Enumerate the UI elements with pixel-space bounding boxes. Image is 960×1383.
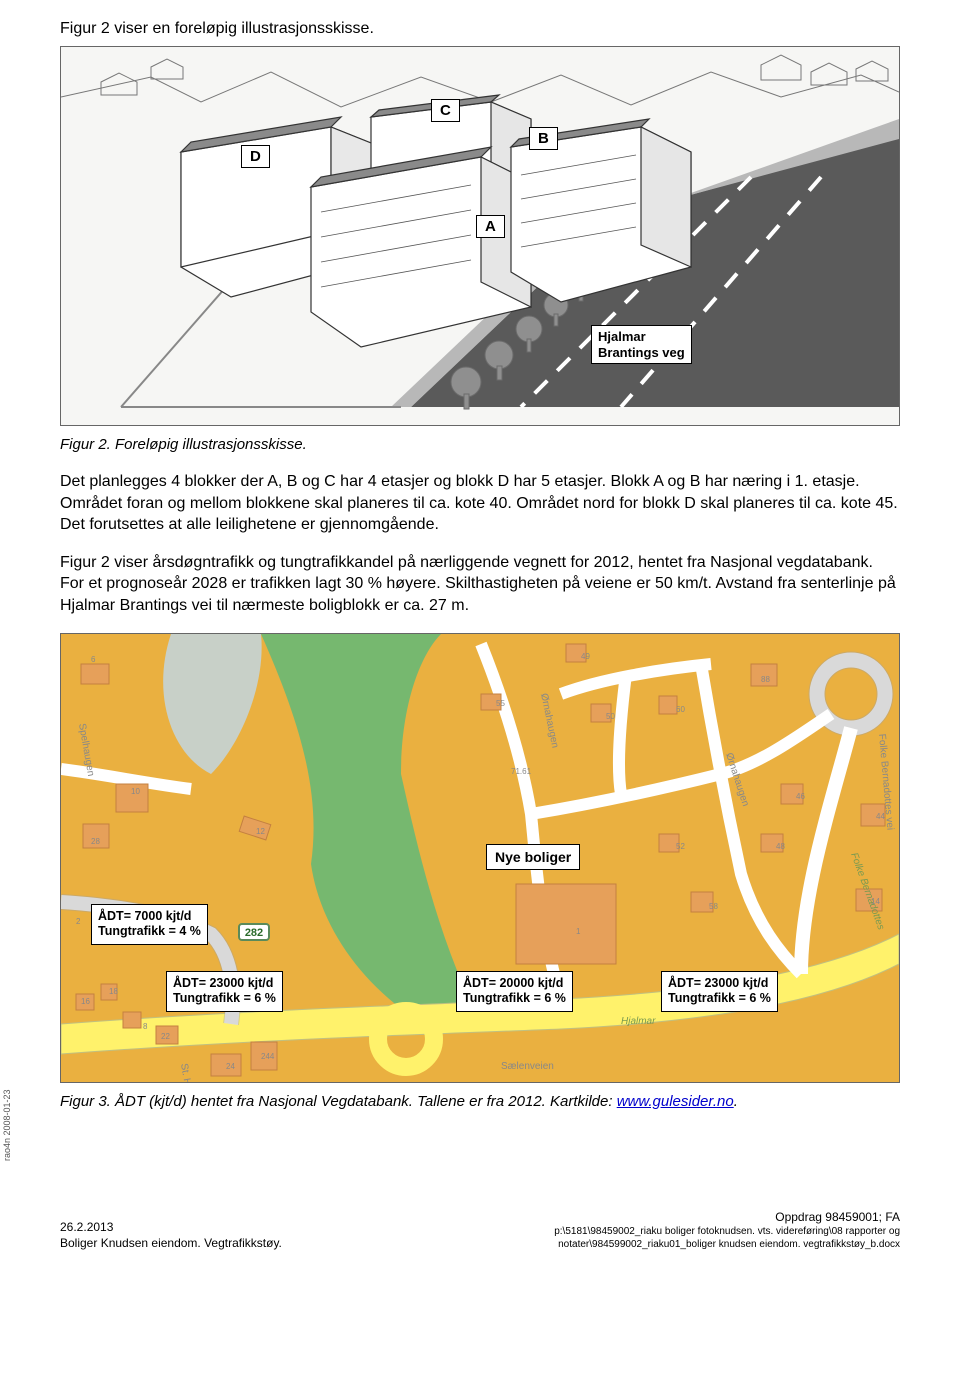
svg-text:88: 88 (761, 675, 770, 684)
svg-text:48: 48 (776, 842, 785, 851)
road-label-line1: Hjalmar (598, 329, 646, 344)
block-label-c: C (431, 99, 460, 122)
svg-text:Sælenveien: Sælenveien (501, 1061, 554, 1072)
page-footer: 26.2.2013 Boliger Knudsen eiendom. Vegtr… (60, 1210, 900, 1252)
svg-text:52: 52 (676, 842, 685, 851)
block-label-b: B (529, 127, 558, 150)
svg-text:2: 2 (76, 917, 81, 926)
footer-right: Oppdrag 98459001; FA p:\5181\98459002_ri… (554, 1210, 900, 1252)
paragraph-2: Figur 2 viser årsdøgntrafikk og tungtraf… (60, 552, 900, 617)
svg-text:18: 18 (109, 987, 118, 996)
route-badge: 282 (245, 927, 263, 939)
svg-text:22: 22 (161, 1032, 170, 1041)
footer-left: 26.2.2013 Boliger Knudsen eiendom. Vegtr… (60, 1220, 282, 1251)
svg-text:14: 14 (871, 897, 880, 906)
svg-text:244: 244 (261, 1052, 275, 1061)
map-label-nye-boliger: Nye boliger (486, 844, 580, 870)
map-annot-4: ÅDT= 23000 kjt/d Tungtrafikk = 6 % (661, 971, 778, 1012)
svg-text:24: 24 (226, 1062, 235, 1071)
svg-text:55: 55 (496, 699, 505, 708)
svg-text:60: 60 (676, 705, 685, 714)
paragraph-1: Det planlegges 4 blokker der A, B og C h… (60, 471, 900, 536)
svg-text:8: 8 (143, 1022, 148, 1031)
figure-2-map: 282 Ørnahaugen Ørnahaugen Hjalmar Sælenv… (60, 633, 900, 1083)
intro-text: Figur 2 viser en foreløpig illustrasjons… (60, 20, 900, 38)
figure-1-sketch: D C B A Hjalmar Brantings veg (60, 46, 900, 426)
map-annot-2: ÅDT= 23000 kjt/d Tungtrafikk = 6 % (166, 971, 283, 1012)
svg-text:28: 28 (91, 837, 100, 846)
svg-text:50: 50 (606, 712, 615, 721)
svg-text:49: 49 (581, 652, 590, 661)
svg-text:16: 16 (81, 997, 90, 1006)
svg-text:6: 6 (91, 655, 96, 664)
svg-text:46: 46 (796, 792, 805, 801)
svg-text:Hjalmar: Hjalmar (621, 1016, 656, 1027)
svg-text:71.61: 71.61 (511, 767, 532, 776)
road-label-line2: Brantings veg (598, 345, 685, 360)
caption-figure-1: Figur 2. Foreløpig illustrasjonsskisse. (60, 436, 900, 453)
svg-text:58: 58 (709, 902, 718, 911)
svg-text:1: 1 (576, 927, 581, 936)
road-label: Hjalmar Brantings veg (591, 325, 692, 364)
caption-figure-2: Figur 3. ÅDT (kjt/d) hentet fra Nasjonal… (60, 1093, 900, 1110)
map-annot-1: ÅDT= 7000 kjt/d Tungtrafikk = 4 % (91, 904, 208, 945)
side-revision-text: rao4n 2008-01-23 (2, 1090, 12, 1162)
block-label-a: A (476, 215, 505, 238)
svg-text:12: 12 (256, 827, 265, 836)
svg-text:10: 10 (131, 787, 140, 796)
block-label-d: D (241, 145, 270, 168)
map-svg: 282 Ørnahaugen Ørnahaugen Hjalmar Sælenv… (61, 634, 899, 1083)
map-source-link[interactable]: www.gulesider.no (617, 1093, 734, 1110)
map-annot-3: ÅDT= 20000 kjt/d Tungtrafikk = 6 % (456, 971, 573, 1012)
svg-text:44: 44 (876, 812, 885, 821)
